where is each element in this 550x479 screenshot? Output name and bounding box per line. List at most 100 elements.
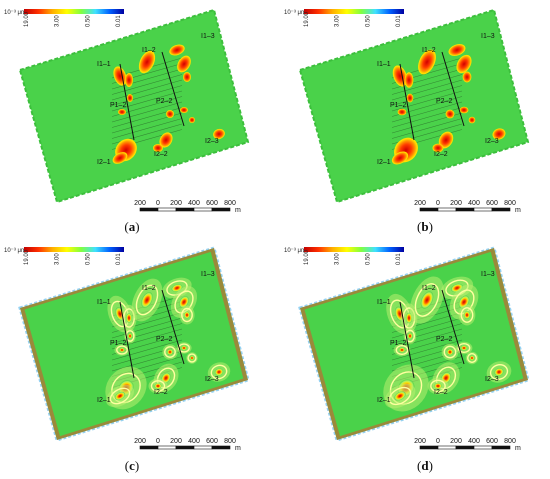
colorbar <box>304 9 404 14</box>
high-perm-zone <box>154 383 162 389</box>
scale-unit: m <box>235 207 241 214</box>
high-perm-zone <box>460 345 468 351</box>
well-trajectory-p1-2 <box>399 301 415 379</box>
colorbar-tick: 19.00 <box>24 249 30 265</box>
well-label: P1–2 <box>390 340 406 347</box>
high-perm-zone <box>394 391 406 401</box>
high-perm-zone <box>180 107 188 113</box>
well-label: I2–1 <box>97 397 111 404</box>
high-perm-zone <box>179 296 189 308</box>
well-label: I1–1 <box>97 61 111 68</box>
well-label: I1–1 <box>377 299 391 306</box>
high-perm-zone <box>494 368 504 376</box>
well-label: I1–1 <box>377 61 391 68</box>
scale-tick: 200 <box>134 438 146 445</box>
scale-tick: 400 <box>188 200 200 207</box>
field-area <box>18 8 250 204</box>
well-label: P1–2 <box>110 340 126 347</box>
colorbar-unit: 10⁻³ μm² <box>284 248 308 254</box>
well-label: I1–2 <box>142 47 156 54</box>
well-label: P2–2 <box>156 98 172 105</box>
high-perm-zone <box>177 55 191 73</box>
well-label: I2–3 <box>485 376 499 383</box>
colorbar-tick: 0.50 <box>365 253 371 265</box>
caption-a: (a) <box>124 219 140 234</box>
high-perm-zone <box>434 382 442 390</box>
well-label: I1–1 <box>97 299 111 306</box>
high-perm-zone <box>407 332 413 340</box>
colorbar <box>24 247 124 252</box>
colorbar-tick: 19.00 <box>304 11 310 27</box>
colorbar-tick: 3.00 <box>55 253 61 265</box>
high-perm-zone <box>214 368 224 376</box>
high-perm-zone <box>184 311 190 319</box>
colorbar-tick: 0.01 <box>396 253 402 265</box>
well-trajectory-p1-2 <box>119 301 135 379</box>
high-perm-zone <box>181 345 187 351</box>
caption-d: (d) <box>417 458 433 473</box>
high-perm-zone <box>405 312 413 324</box>
scale-tick: 800 <box>504 200 516 207</box>
high-perm-zone <box>391 151 409 165</box>
well-trajectory-p2-2 <box>441 289 465 365</box>
high-perm-zone <box>456 54 472 74</box>
scale-unit: m <box>515 445 521 452</box>
map-panel-a: 10⁻³ μm² 19.00 3.00 0.50 0.01 I1–1 I1–2 I1–3 P1–… <box>2 2 267 234</box>
colorbar-unit: 10⁻³ μm² <box>284 10 308 16</box>
well-label: I2–3 <box>205 376 219 383</box>
well-label: I1–2 <box>422 47 436 54</box>
caption-c: (c) <box>124 458 140 473</box>
well-label: P1–2 <box>110 102 126 109</box>
well-label: I2–1 <box>377 397 391 404</box>
high-perm-zone <box>183 72 191 82</box>
scale-tick: 0 <box>436 438 440 445</box>
well-label: I1–3 <box>201 271 215 278</box>
map-panel-b: 10⁻³ μm² 19.00 3.00 0.50 0.01 I1–1 I1–2 I1–3 P1–… <box>282 2 547 234</box>
colorbar-tick: 3.00 <box>55 15 61 27</box>
well-label: I1–2 <box>422 285 436 292</box>
well-trajectory-p2-2 <box>161 51 185 127</box>
well-label: I1–3 <box>481 271 495 278</box>
high-perm-zone <box>125 73 133 87</box>
high-perm-zone <box>167 349 173 355</box>
high-perm-zone <box>398 347 406 353</box>
scale-tick: 800 <box>224 200 236 207</box>
scale-unit: m <box>515 207 521 214</box>
high-perm-zone <box>169 44 185 56</box>
map-panel-c: 10⁻³ μm² 19.00 3.00 0.50 0.01 I1–1 I1–2 I1–3 P1–… <box>2 240 267 472</box>
scale-tick: 800 <box>224 438 236 445</box>
field-area <box>304 251 524 437</box>
high-perm-zone <box>448 44 466 56</box>
high-perm-zone <box>118 109 126 115</box>
scale-tick: 600 <box>206 200 218 207</box>
high-perm-zone <box>446 348 454 356</box>
high-perm-zone <box>127 94 133 102</box>
scale-tick: 400 <box>188 438 200 445</box>
high-perm-zone <box>114 391 126 401</box>
scale-tick: 0 <box>156 200 160 207</box>
high-perm-zone <box>127 333 133 339</box>
high-perm-zone <box>213 128 225 140</box>
well-label: I2–2 <box>154 151 168 158</box>
colorbar-tick: 0.50 <box>85 253 91 265</box>
high-perm-zone <box>189 355 195 361</box>
high-perm-zone <box>138 50 156 74</box>
well-label: I1–3 <box>201 33 215 40</box>
well-label: I2–3 <box>485 138 499 145</box>
well-label: I2–2 <box>434 151 448 158</box>
scale-tick: 600 <box>486 200 498 207</box>
high-perm-zone <box>463 311 471 319</box>
scale-tick: 600 <box>206 438 218 445</box>
high-perm-zone <box>432 143 444 153</box>
well-label: I1–2 <box>142 285 156 292</box>
colorbar-tick: 0.50 <box>365 15 371 27</box>
well-label: I1–3 <box>481 33 495 40</box>
high-perm-zone <box>418 49 436 75</box>
scale-tick: 200 <box>170 200 182 207</box>
scale-tick: 600 <box>486 438 498 445</box>
high-perm-zone <box>406 93 414 103</box>
